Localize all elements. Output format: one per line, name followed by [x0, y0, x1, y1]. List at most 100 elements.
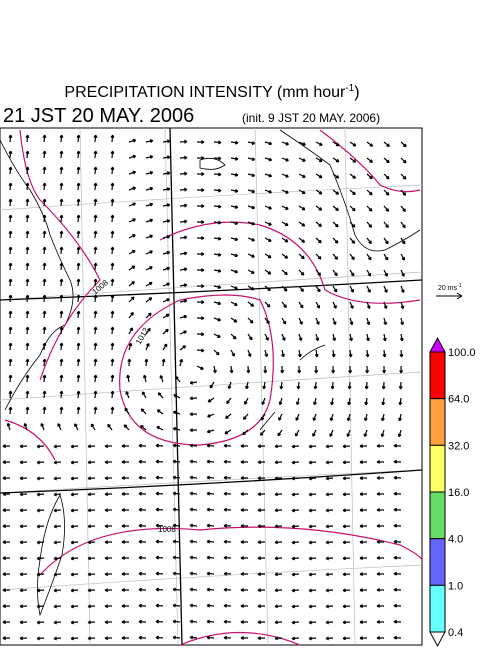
wind-arrow [6, 422, 11, 431]
wind-arrow [8, 278, 13, 287]
wind-arrow [59, 214, 64, 223]
wind-arrow [110, 214, 115, 223]
wind-arrow [393, 635, 402, 640]
wind-arrow [359, 524, 368, 529]
wind-arrow [179, 235, 188, 240]
wind-arrow [172, 426, 181, 431]
wind-arrow [225, 413, 232, 420]
wind-arrow [59, 246, 64, 255]
wind-arrow [2, 492, 11, 497]
wind-arrow [325, 492, 334, 497]
wind-arrow [104, 460, 113, 465]
wind-arrow [121, 507, 130, 512]
wind-arrow [42, 390, 47, 399]
wind-arrow [155, 523, 164, 528]
wind-arrow [376, 619, 385, 624]
colorbar-over [429, 336, 446, 353]
wind-arrow [104, 636, 113, 641]
wind-arrow [325, 572, 334, 577]
wind-arrow [383, 285, 388, 293]
wind-arrow [87, 460, 96, 465]
wind-arrow [383, 237, 389, 245]
wind-arrow [19, 540, 28, 545]
wind-arrow [206, 587, 215, 592]
wind-arrow [93, 214, 98, 223]
wind-arrow [93, 166, 98, 175]
colorbar-segment [429, 351, 446, 400]
wind-arrow [332, 237, 339, 244]
wind-arrow [2, 460, 11, 465]
wind-arrow [2, 476, 11, 481]
colorbar-label: 16.0 [448, 487, 469, 499]
wind-arrow [308, 444, 317, 449]
wind-arrow [315, 237, 322, 244]
wind-arrow [227, 381, 232, 390]
wind-arrow [393, 571, 402, 576]
wind-arrow [25, 150, 30, 159]
wind-arrow [230, 253, 239, 258]
wind-arrow [8, 358, 13, 367]
wind-arrow [121, 587, 130, 592]
wind-arrow [400, 237, 406, 245]
wind-arrow [104, 492, 113, 497]
wind-arrow [257, 460, 266, 465]
wind-arrow [156, 409, 164, 415]
wind-arrow [206, 603, 215, 608]
wind-arrow [59, 358, 64, 367]
wind-arrow [274, 508, 283, 513]
wind-arrow [8, 294, 13, 303]
wind-arrow [264, 317, 270, 325]
wind-arrow [242, 413, 249, 420]
wind-arrow [398, 381, 403, 390]
wind-arrow [110, 374, 115, 383]
wind-arrow [257, 588, 266, 593]
wind-arrow [295, 397, 300, 406]
wind-arrow [298, 285, 304, 293]
wind-arrow [291, 572, 300, 577]
wind-arrow [162, 219, 171, 223]
wind-arrow [291, 540, 300, 545]
wind-arrow [196, 332, 205, 337]
wind-arrow [393, 619, 402, 624]
wind-arrow [366, 333, 370, 342]
wind-arrow [53, 492, 62, 497]
wind-arrow [128, 202, 136, 207]
wind-arrow [145, 202, 154, 207]
wind-arrow [400, 157, 407, 164]
wind-arrow [206, 429, 215, 434]
wind-arrow [93, 134, 98, 143]
wind-arrow [76, 230, 81, 239]
wind-arrow [315, 333, 320, 342]
wind-arrow [359, 556, 368, 561]
wind-arrow [242, 429, 249, 436]
wind-arrow [291, 556, 300, 561]
wind-arrow [264, 141, 273, 146]
wind-arrow [196, 365, 204, 370]
wind-arrow [42, 342, 47, 351]
wind-arrow [291, 620, 300, 625]
wind-arrow [172, 523, 181, 528]
wind-arrow [87, 508, 96, 513]
graticule-major [0, 127, 423, 646]
wind-arrow [121, 603, 130, 608]
wind-arrow [144, 358, 149, 367]
wind-arrow [247, 349, 252, 358]
wind-arrow [196, 316, 205, 321]
wind-arrow [196, 348, 205, 353]
wind-arrow [2, 636, 11, 641]
wind-arrow [213, 333, 221, 338]
wind-arrow [189, 523, 198, 528]
wind-arrow [226, 397, 232, 405]
wind-arrow [110, 182, 115, 191]
wind-arrow [280, 365, 285, 374]
wind-arrow [381, 397, 386, 406]
colorbar-segment [429, 491, 446, 540]
wind-arrow [179, 267, 188, 272]
wind-arrow [196, 300, 205, 305]
wind-arrow [349, 317, 354, 326]
wind-arrow [296, 381, 301, 390]
wind-arrow [348, 349, 353, 358]
wind-arrow [257, 604, 266, 609]
wind-arrow [76, 262, 81, 271]
